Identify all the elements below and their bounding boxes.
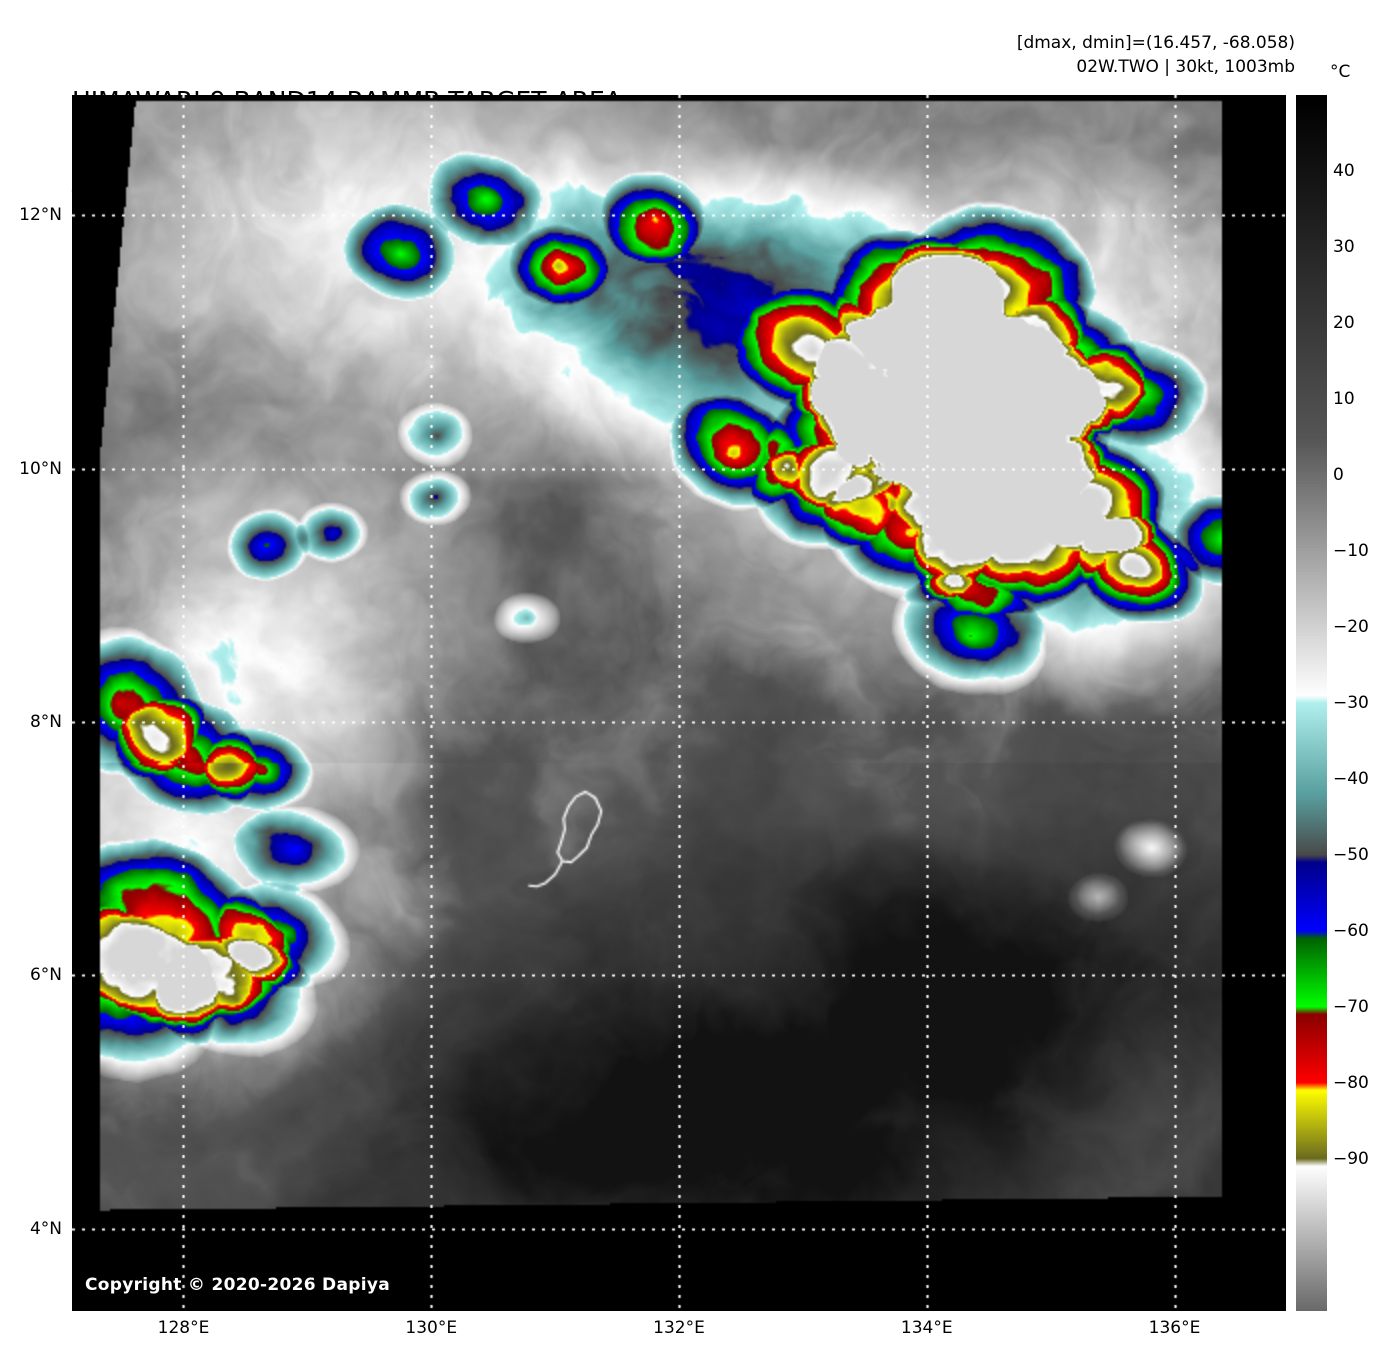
cbar-tick-8: −40 <box>1333 769 1369 789</box>
colorbar-gradient <box>1296 95 1327 1311</box>
cbar-tick-13: −90 <box>1333 1149 1369 1169</box>
cbar-tick-3: 10 <box>1333 389 1355 409</box>
cbar-tick-4: 0 <box>1333 465 1344 485</box>
satellite-image-plot[interactable]: Copyright © 2020-2026 Dapiya <box>72 95 1286 1311</box>
cbar-tick-1: 30 <box>1333 237 1355 257</box>
lon-tick-1: 130°E <box>405 1318 458 1338</box>
cbar-tick-12: −80 <box>1333 1073 1369 1093</box>
lat-tick-4: 4°N <box>29 1218 62 1239</box>
cbar-tick-7: −30 <box>1333 693 1369 713</box>
copyright-notice: Copyright © 2020-2026 Dapiya <box>85 1275 390 1295</box>
lon-tick-4: 136°E <box>1148 1318 1201 1338</box>
lon-tick-2: 132°E <box>653 1318 705 1338</box>
satellite-infrared-imagery <box>72 95 1286 1311</box>
cbar-tick-5: −10 <box>1333 541 1369 561</box>
cbar-tick-6: −20 <box>1333 617 1369 637</box>
temperature-colorbar <box>1296 95 1327 1311</box>
colorbar-unit-label: °C <box>1330 62 1351 82</box>
lat-tick-0: 12°N <box>19 205 62 226</box>
lon-tick-3: 134°E <box>900 1318 953 1338</box>
cbar-tick-10: −60 <box>1333 921 1369 941</box>
metadata-block: [dmax, dmin]=(16.457, -68.058) 02W.TWO |… <box>1017 31 1295 79</box>
cbar-tick-0: 40 <box>1333 161 1355 181</box>
lat-tick-1: 10°N <box>19 458 62 479</box>
cbar-tick-11: −70 <box>1333 997 1369 1017</box>
dmax-dmin-readout: [dmax, dmin]=(16.457, -68.058) <box>1016 33 1295 53</box>
lat-tick-3: 6°N <box>29 965 62 986</box>
lon-tick-0: 128°E <box>157 1318 210 1338</box>
lat-tick-2: 8°N <box>29 712 62 732</box>
cbar-tick-9: −50 <box>1333 845 1369 865</box>
storm-info-readout: 02W.TWO | 30kt, 1003mb <box>1076 57 1295 78</box>
cbar-tick-2: 20 <box>1333 313 1355 333</box>
